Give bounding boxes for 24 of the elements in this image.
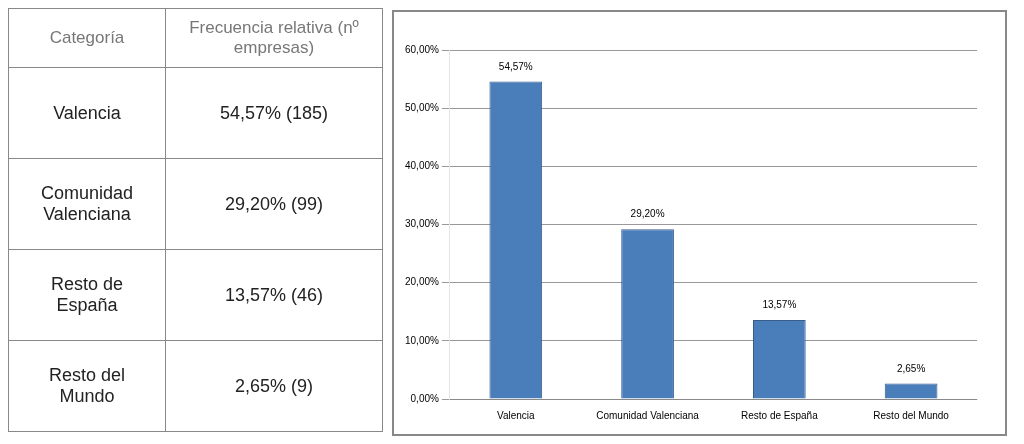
y-tick-label: 40,00% (404, 160, 440, 172)
text: Frecuencia relativa (nº empresas) (165, 8, 383, 68)
x-tick-label: Resto de España (740, 409, 819, 421)
text: Categoría (8, 8, 166, 68)
y-tick-label: 0,00% (410, 392, 440, 404)
x-tick-label: Resto del Mundo (873, 409, 950, 421)
y-tick-label: 50,00% (404, 101, 440, 113)
text: 29,20% (99) (165, 158, 383, 250)
x-tick-label: Valencia (496, 409, 536, 421)
data-label: 54,57% (498, 60, 533, 72)
data-label: 2,65% (896, 362, 926, 374)
text: Comunidad Valenciana (8, 158, 166, 250)
text: 2,65% (9) (165, 340, 383, 432)
y-tick-label: 60,00% (404, 43, 440, 55)
data-label: 29,20% (630, 208, 665, 220)
data-label: 13,57% (762, 299, 797, 311)
text: 13,57% (46) (165, 249, 383, 341)
y-tick-label: 10,00% (404, 334, 440, 346)
text: Resto de España (8, 249, 166, 341)
text: Valencia (8, 67, 166, 159)
x-tick-label: Comunidad Valenciana (596, 409, 700, 421)
text: 54,57% (185) (165, 67, 383, 159)
y-tick-label: 20,00% (404, 276, 440, 288)
y-tick-label: 30,00% (404, 218, 440, 230)
